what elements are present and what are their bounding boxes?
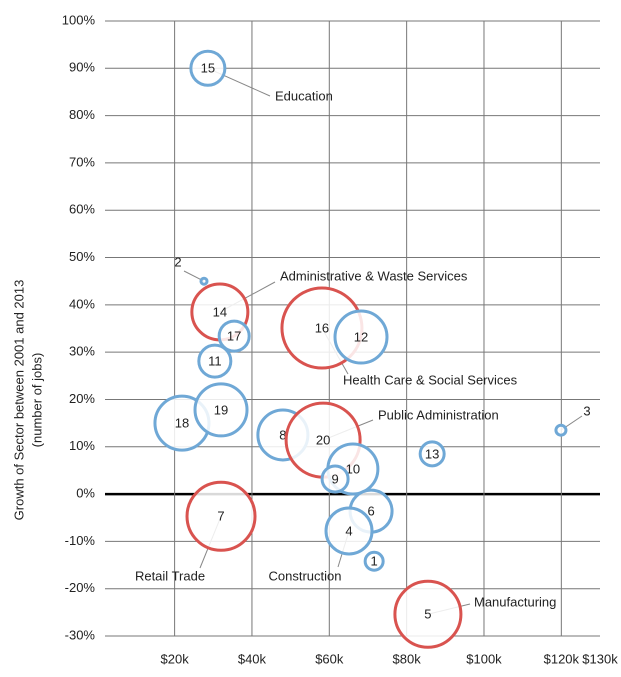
bubble-label: 5 — [424, 607, 431, 622]
y-axis-label-line: Growth of Sector between 2001 and 2013 — [11, 280, 26, 521]
x-tick-label: $20k — [161, 651, 190, 666]
bubble — [189, 49, 227, 87]
bubble — [333, 309, 389, 365]
bubble-label: 17 — [227, 329, 241, 344]
y-axis-label-line: (number of jobs) — [29, 353, 44, 448]
bubble — [363, 550, 385, 572]
y-tick-label: 70% — [69, 154, 95, 169]
y-tick-label: 100% — [62, 12, 96, 27]
bubble-label: 15 — [201, 61, 215, 76]
bubble — [199, 276, 209, 286]
y-tick-label: 60% — [69, 202, 95, 217]
x-tick-label: $60k — [315, 651, 344, 666]
bubble-label: 13 — [425, 446, 439, 461]
bubble-label: 11 — [208, 354, 222, 369]
bubble-label: 20 — [316, 433, 330, 448]
annotation: Education — [275, 88, 333, 103]
bubble-label: 2 — [174, 255, 181, 270]
x-tick-label: $130k — [582, 651, 618, 666]
y-tick-label: 20% — [69, 391, 95, 406]
x-tick-label: $40k — [238, 651, 267, 666]
y-tick-label: 50% — [69, 249, 95, 264]
y-tick-label: 80% — [69, 107, 95, 122]
bubble — [554, 423, 568, 437]
bubble — [217, 319, 251, 353]
bubble-label: 6 — [367, 504, 374, 519]
y-tick-label: -20% — [65, 580, 96, 595]
bubble-label: 4 — [345, 523, 352, 538]
annotation: Retail Trade — [135, 568, 205, 583]
y-tick-label: 0% — [76, 486, 95, 501]
bubble-label: 1 — [371, 554, 378, 569]
bubble-label: 18 — [175, 416, 189, 431]
x-tick-label: $120k — [544, 651, 580, 666]
bubble — [193, 382, 249, 438]
x-tick-label: $80k — [393, 651, 422, 666]
bubble-label: 10 — [346, 461, 360, 476]
bubble — [185, 480, 257, 552]
annotation: Public Administration — [378, 407, 499, 422]
bubble — [393, 579, 463, 649]
bubble — [324, 506, 374, 556]
annotation: Administrative & Waste Services — [280, 268, 468, 283]
y-tick-label: 90% — [69, 60, 95, 75]
y-tick-label: 40% — [69, 296, 95, 311]
bubble-label: 8 — [279, 427, 286, 442]
annotation: Construction — [269, 568, 342, 583]
bubble-label: 14 — [213, 304, 227, 319]
bubble — [418, 440, 446, 468]
bubble-label: 7 — [217, 509, 224, 524]
bubble — [320, 464, 350, 494]
bubble-label: 19 — [214, 402, 228, 417]
annotation: Manufacturing — [474, 594, 556, 609]
y-tick-label: -10% — [65, 533, 96, 548]
bubble-label: 3 — [583, 404, 590, 419]
y-tick-label: -30% — [65, 627, 96, 642]
bubble-label: 12 — [354, 329, 368, 344]
bubble-label: 16 — [315, 320, 329, 335]
bubble — [197, 343, 233, 379]
y-tick-label: 30% — [69, 344, 95, 359]
annotation: Health Care & Social Services — [343, 372, 518, 387]
y-axis-label: Growth of Sector between 2001 and 2013 (… — [11, 280, 44, 521]
y-tick-label: 10% — [69, 438, 95, 453]
x-tick-label: $100k — [466, 651, 502, 666]
bubble-label: 9 — [331, 471, 338, 486]
